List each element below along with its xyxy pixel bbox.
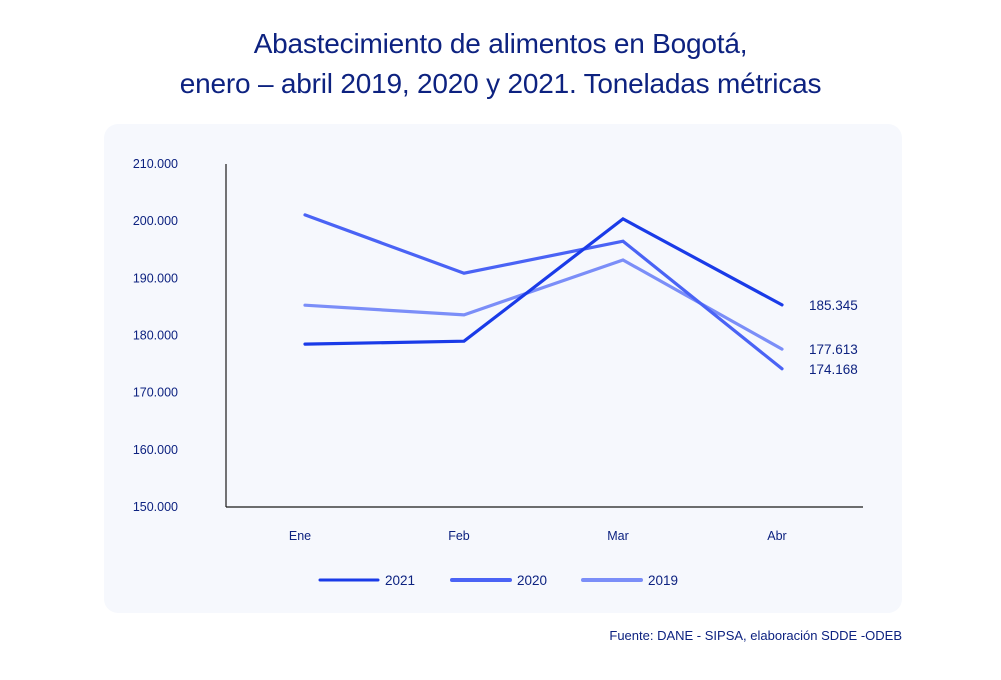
series-line-2019 bbox=[303, 258, 784, 351]
legend-label-2020: 2020 bbox=[517, 573, 547, 588]
y-tick-label: 160.000 bbox=[133, 443, 178, 457]
y-tick-label: 200.000 bbox=[133, 214, 178, 228]
end-label-2020: 174.168 bbox=[809, 362, 858, 377]
y-tick-label: 170.000 bbox=[133, 386, 178, 400]
y-tick-label: 180.000 bbox=[133, 329, 178, 343]
x-axis-ticks: Ene Feb Mar Abr bbox=[289, 529, 787, 543]
end-labels: 185.345 174.168 177.613 bbox=[809, 298, 858, 377]
source-note: Fuente: DANE - SIPSA, elaboración SDDE -… bbox=[609, 628, 902, 643]
series-line-2020 bbox=[303, 213, 784, 371]
x-tick-label: Feb bbox=[448, 529, 470, 543]
series-lines bbox=[303, 213, 784, 371]
y-tick-label: 150.000 bbox=[133, 500, 178, 514]
chart-title: Abastecimiento de alimentos en Bogotá, e… bbox=[0, 24, 1001, 104]
x-tick-label: Ene bbox=[289, 529, 311, 543]
y-axis-ticks: 150.000 160.000 170.000 180.000 190.000 200.0… bbox=[133, 157, 178, 514]
y-tick-label: 210.000 bbox=[133, 157, 178, 171]
legend: 2021 2020 2019 bbox=[318, 573, 678, 588]
chart-title-line-2: enero – abril 2019, 2020 y 2021. Tonelad… bbox=[179, 68, 822, 99]
x-tick-label: Mar bbox=[607, 529, 629, 543]
legend-label-2021: 2021 bbox=[385, 573, 415, 588]
x-tick-label: Abr bbox=[767, 529, 786, 543]
chart-title-line-1: Abastecimiento de alimentos en Bogotá, bbox=[253, 28, 748, 59]
chart-card bbox=[104, 124, 902, 613]
end-label-2019: 177.613 bbox=[809, 342, 858, 357]
series-line-2021 bbox=[303, 216, 784, 346]
end-label-2021: 185.345 bbox=[809, 298, 858, 313]
y-tick-label: 190.000 bbox=[133, 271, 178, 285]
legend-label-2019: 2019 bbox=[648, 573, 678, 588]
